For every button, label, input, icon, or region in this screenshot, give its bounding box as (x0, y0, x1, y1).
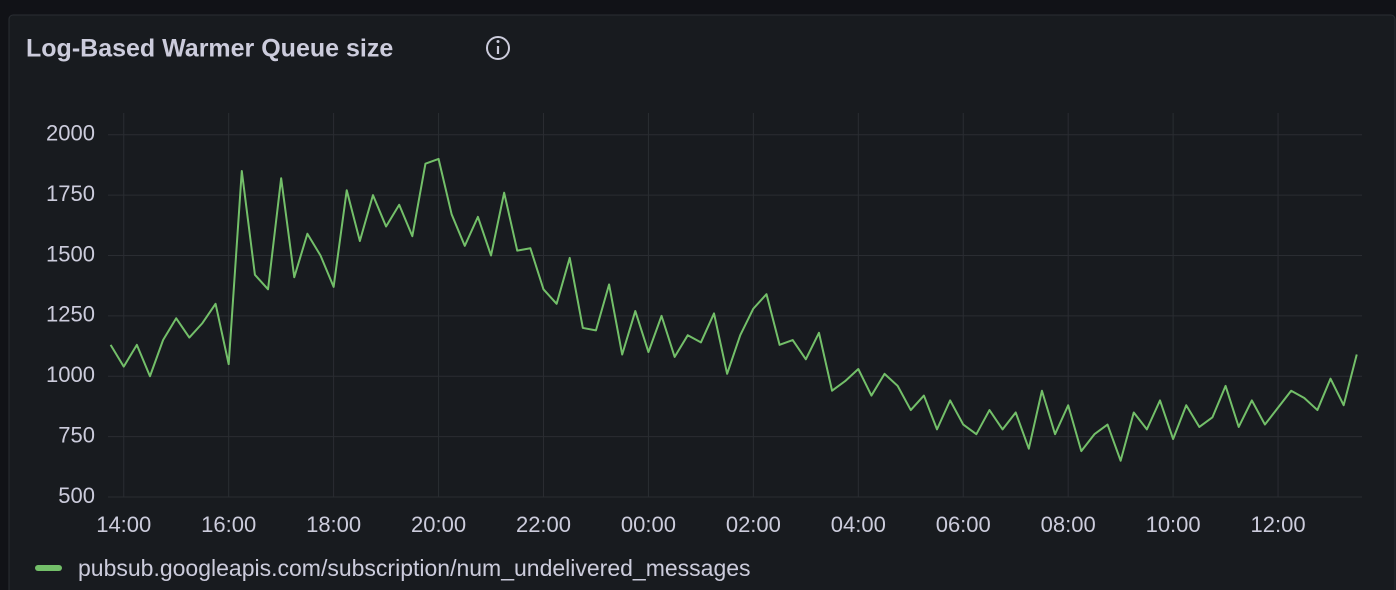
x-tick-label: 08:00 (1041, 512, 1096, 537)
legend-label[interactable]: pubsub.googleapis.com/subscription/num_u… (78, 555, 751, 581)
x-tick-label: 10:00 (1146, 512, 1201, 537)
y-tick-label: 750 (58, 422, 95, 447)
data-line (109, 157, 1358, 462)
y-tick-label: 1750 (46, 181, 95, 206)
x-tick-label: 04:00 (831, 512, 886, 537)
y-tick-label: 1250 (46, 302, 95, 327)
x-tick-label: 12:00 (1251, 512, 1306, 537)
x-tick-label: 22:00 (516, 512, 571, 537)
x-tick-label: 02:00 (726, 512, 781, 537)
chart-title: Log-Based Warmer Queue size (26, 35, 393, 63)
x-tick-label: 16:00 (201, 512, 256, 537)
y-tick-label: 500 (58, 483, 95, 508)
legend-swatch[interactable] (35, 565, 62, 571)
y-tick-label: 2000 (46, 121, 95, 146)
x-tick-label: 20:00 (411, 512, 466, 537)
x-tick-label: 18:00 (306, 512, 361, 537)
info-icon[interactable] (486, 36, 510, 60)
x-tick-label: 06:00 (936, 512, 991, 537)
y-tick-label: 1000 (46, 362, 95, 387)
x-tick-label: 00:00 (621, 512, 676, 537)
y-tick-label: 1500 (46, 241, 95, 266)
x-tick-label: 14:00 (96, 512, 151, 537)
panel-frame (8, 14, 1396, 590)
